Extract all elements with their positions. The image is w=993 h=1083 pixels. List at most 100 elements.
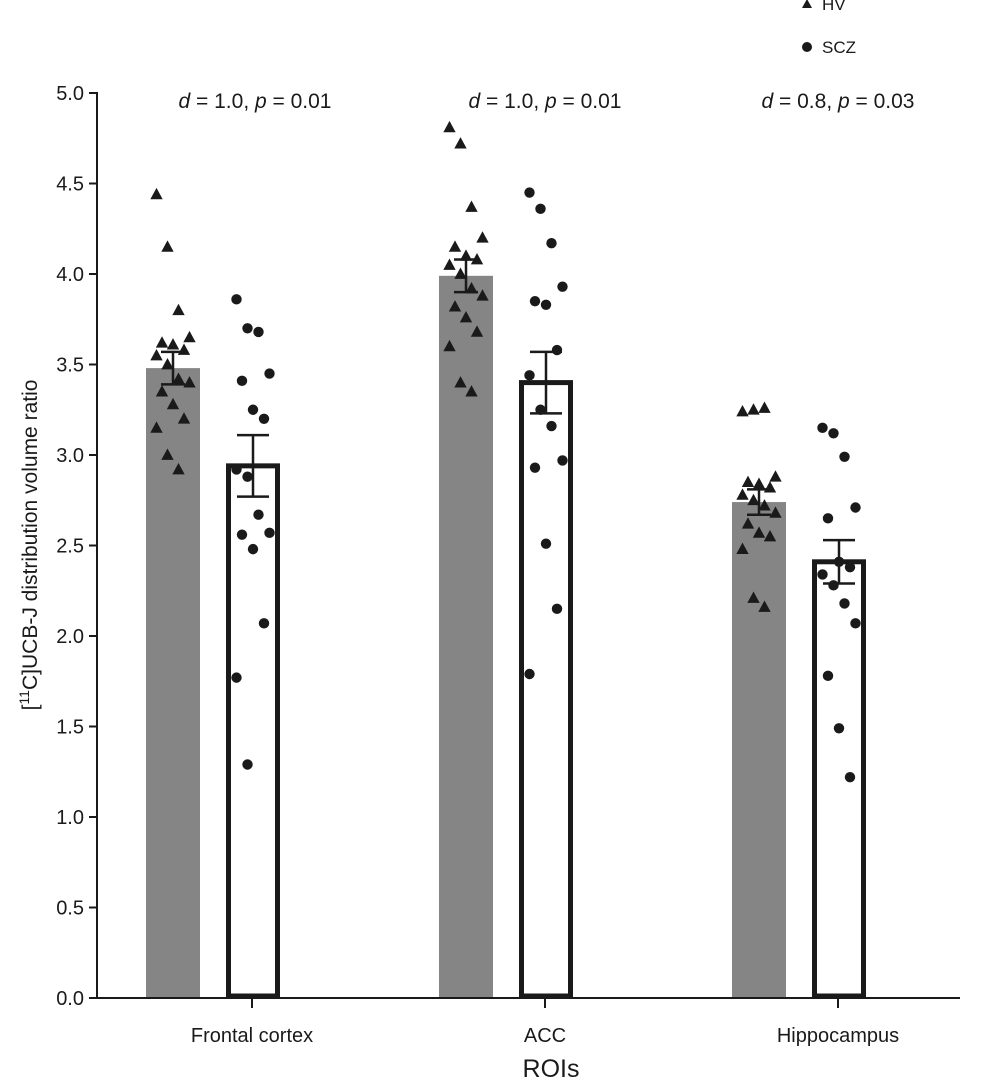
- point-hv-1-10: [476, 289, 489, 301]
- error-bar-hv-1: [454, 258, 478, 294]
- point-scz-0-0: [231, 294, 242, 305]
- legend-scz-label: SCZ: [822, 38, 856, 57]
- point-scz-2-6: [844, 562, 856, 573]
- point-scz-1-10: [557, 455, 568, 466]
- error-bar-scz-0: [237, 433, 269, 498]
- point-hv-1-13: [470, 325, 484, 337]
- point-hv-0-2: [172, 303, 185, 316]
- annotation-p-value: = 0.03: [850, 90, 915, 113]
- point-scz-2-7: [817, 569, 828, 580]
- point-hv-2-12: [752, 526, 766, 538]
- error-bar-hv-0: [161, 350, 185, 386]
- point-hv-1-9: [465, 281, 478, 294]
- point-hv-1-0: [443, 120, 456, 133]
- point-hv-2-2: [758, 401, 771, 413]
- annotations-layer: d = 1.0, p = 0.01 d = 1.0, p = 0.01 d = 0.…: [179, 90, 915, 113]
- annotation-d-symbol: d: [469, 90, 482, 113]
- legend-scz-marker: [802, 42, 812, 52]
- y-tick-label-5: 2.5: [56, 536, 84, 558]
- annotation-0: d = 1.0, p = 0.01: [179, 90, 332, 113]
- y-tick-label-3: 1.5: [56, 717, 84, 739]
- bar-hv-0: [146, 368, 200, 998]
- point-scz-2-9: [839, 598, 850, 609]
- bar-hv-1: [439, 275, 493, 998]
- point-scz-0-4: [236, 375, 248, 386]
- point-hv-1-14: [443, 339, 456, 352]
- y-tick-label-4: 2.0: [56, 626, 84, 648]
- point-scz-0-3: [264, 368, 275, 379]
- point-hv-2-14: [736, 542, 749, 554]
- point-hv-0-13: [177, 412, 191, 424]
- point-scz-0-14: [231, 672, 242, 683]
- bar-scz-1: [519, 380, 573, 999]
- x-axis-title: ROIs: [523, 1055, 580, 1083]
- point-scz-0-10: [264, 527, 275, 539]
- point-hv-0-7: [150, 348, 163, 361]
- point-scz-1-12: [540, 538, 552, 549]
- y-tick-label-9: 4.5: [56, 174, 84, 196]
- annotation-d-symbol: d: [179, 90, 192, 113]
- point-scz-2-0: [817, 422, 828, 434]
- point-hv-2-8: [747, 493, 760, 506]
- y-axis-title-superscript: 11: [16, 690, 32, 705]
- point-hv-0-14: [150, 421, 163, 433]
- error-bar-scz-2: [823, 538, 855, 585]
- annotation-d-value: = 0.8,: [773, 90, 838, 113]
- point-scz-2-12: [833, 723, 845, 734]
- point-scz-1-13: [551, 603, 563, 615]
- point-scz-2-10: [850, 618, 861, 629]
- point-hv-0-0: [150, 187, 163, 200]
- point-scz-1-1: [535, 203, 546, 215]
- point-scz-0-11: [236, 529, 248, 540]
- y-tick-label-0: 0.0: [56, 988, 84, 1010]
- point-hv-1-2: [465, 200, 478, 212]
- annotation-p-symbol: p: [837, 90, 850, 113]
- tick-labels-layer: 0.0 0.5 1.0 1.5 2.0 2.5 3.0 3.5 4.0 4.5 5.0 Frontal…: [56, 83, 899, 1047]
- point-hv-1-3: [476, 231, 489, 243]
- point-scz-1-11: [529, 462, 541, 473]
- point-hv-2-4: [741, 475, 755, 488]
- point-hv-1-1: [454, 137, 467, 149]
- point-hv-2-3: [769, 470, 782, 482]
- error-bar-scz-1: [530, 350, 562, 415]
- point-hv-1-15: [454, 376, 467, 388]
- legend: HV SCZ: [802, 0, 856, 57]
- point-hv-2-11: [741, 517, 755, 529]
- point-hv-0-12: [166, 397, 180, 410]
- error-bars-layer: [161, 258, 855, 585]
- point-hv-2-5: [752, 477, 766, 489]
- point-hv-0-9: [172, 372, 185, 384]
- point-scz-0-8: [242, 471, 253, 482]
- axes-layer: [89, 92, 960, 1008]
- error-bar-hv-2: [747, 488, 771, 516]
- point-scz-1-5: [540, 299, 552, 310]
- annotation-d-value: = 1.0,: [190, 90, 255, 113]
- annotation-2: d = 0.8, p = 0.03: [762, 90, 915, 113]
- point-scz-1-2: [546, 238, 557, 249]
- point-scz-0-15: [242, 759, 253, 770]
- point-scz-1-4: [529, 295, 541, 307]
- point-hv-0-5: [166, 338, 180, 350]
- x-tick-label-1: ACC: [524, 1025, 566, 1047]
- bars-layer: [146, 275, 866, 999]
- point-hv-1-11: [448, 300, 462, 312]
- point-scz-2-8: [828, 580, 839, 591]
- point-hv-2-0: [736, 405, 749, 417]
- annotation-p-symbol: p: [254, 90, 267, 113]
- y-tick-label-8: 4.0: [56, 264, 84, 286]
- y-tick-label-10: 5.0: [56, 83, 84, 105]
- point-hv-1-5: [459, 249, 473, 261]
- point-hv-0-3: [183, 330, 196, 343]
- point-hv-2-9: [758, 499, 771, 511]
- point-hv-2-6: [763, 481, 777, 493]
- point-scz-0-6: [258, 413, 270, 424]
- point-scz-2-3: [850, 502, 861, 513]
- point-scz-0-2: [253, 326, 264, 338]
- point-scz-1-9: [546, 420, 557, 432]
- point-scz-0-5: [247, 404, 259, 415]
- point-scz-0-9: [253, 509, 264, 520]
- point-hv-1-4: [448, 240, 462, 252]
- point-scz-2-2: [839, 451, 850, 463]
- point-hv-2-10: [769, 506, 782, 518]
